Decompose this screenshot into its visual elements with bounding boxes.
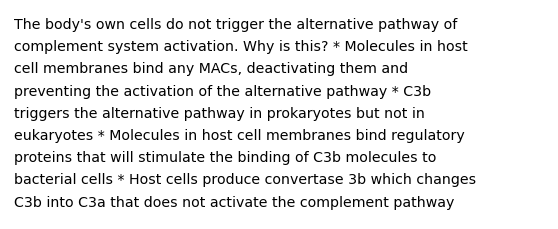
Text: C3b into C3a that does not activate the complement pathway: C3b into C3a that does not activate the … (14, 195, 454, 209)
Text: The body's own cells do not trigger the alternative pathway of: The body's own cells do not trigger the … (14, 18, 457, 32)
Text: triggers the alternative pathway in prokaryotes but not in: triggers the alternative pathway in prok… (14, 106, 425, 120)
Text: preventing the activation of the alternative pathway * C3b: preventing the activation of the alterna… (14, 84, 431, 98)
Text: proteins that will stimulate the binding of C3b molecules to: proteins that will stimulate the binding… (14, 150, 436, 164)
Text: cell membranes bind any MACs, deactivating them and: cell membranes bind any MACs, deactivati… (14, 62, 408, 76)
Text: complement system activation. Why is this? * Molecules in host: complement system activation. Why is thi… (14, 40, 468, 54)
Text: eukaryotes * Molecules in host cell membranes bind regulatory: eukaryotes * Molecules in host cell memb… (14, 128, 465, 142)
Text: bacterial cells * Host cells produce convertase 3b which changes: bacterial cells * Host cells produce con… (14, 173, 476, 187)
